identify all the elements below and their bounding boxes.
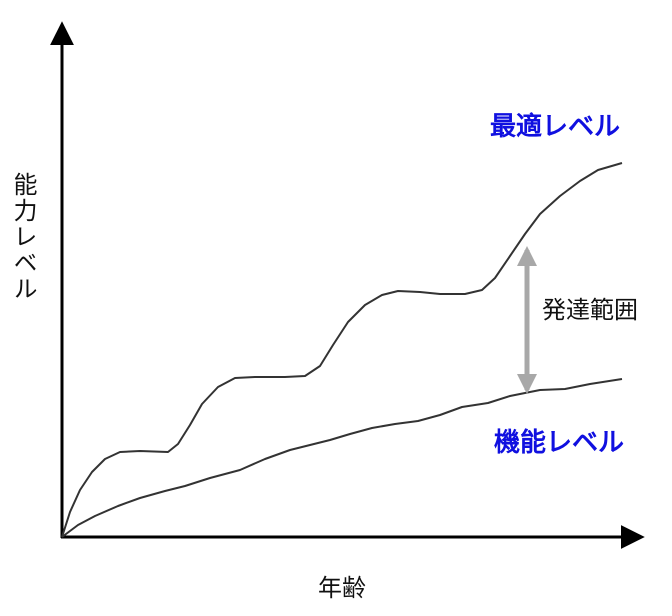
- optimal-curve: [61, 162, 623, 538]
- x-axis-label: 年齢: [318, 574, 366, 602]
- y-axis-label: 能力レベル: [9, 172, 37, 302]
- optimal-label: 最適レベル: [490, 112, 621, 142]
- functional-curve: [61, 378, 623, 538]
- range-label: 発達範囲: [542, 296, 638, 324]
- functional-label: 機能レベル: [494, 428, 625, 458]
